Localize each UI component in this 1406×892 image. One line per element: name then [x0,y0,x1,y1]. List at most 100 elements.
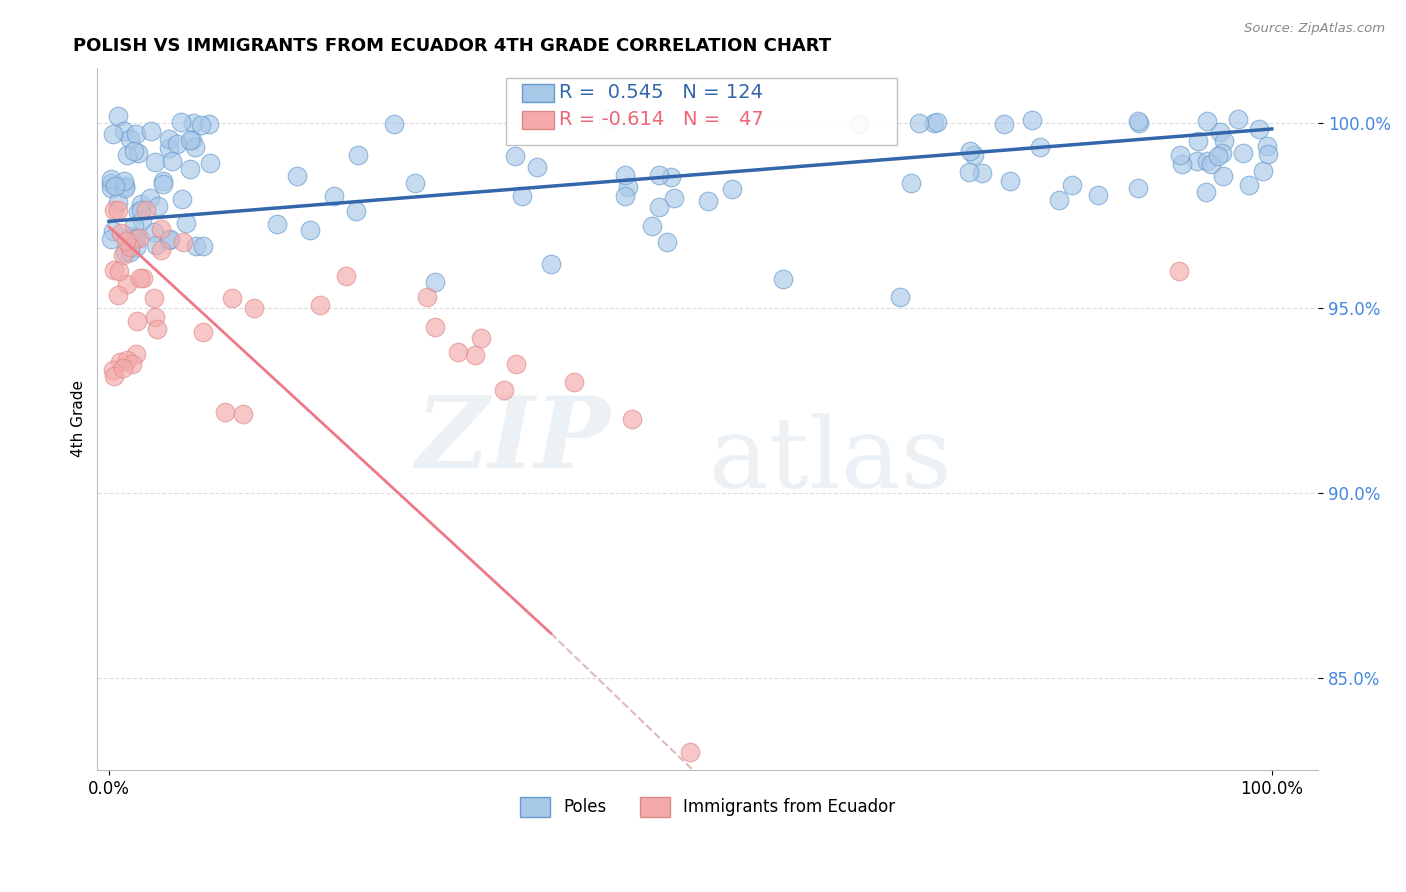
Point [110,227,132,241]
Point [152,177,174,191]
Text: R = -0.614   N =   47: R = -0.614 N = 47 [558,110,763,128]
Point [1021,112,1043,127]
Point [1126,180,1149,194]
Point [107,287,129,301]
Point [648,168,671,182]
Text: POLISH VS IMMIGRANTS FROM ECUADOR 4TH GRADE CORRELATION CHART: POLISH VS IMMIGRANTS FROM ECUADOR 4TH GR… [73,37,831,55]
Point [232,408,254,422]
Point [1028,140,1050,154]
Point [184,139,207,153]
Point [184,239,207,253]
Point [180,133,202,147]
Point [470,331,492,345]
Point [143,154,166,169]
Point [1209,125,1232,139]
Point [191,239,214,253]
Point [120,229,142,244]
FancyBboxPatch shape [522,111,554,129]
Point [169,115,191,129]
Point [526,160,548,174]
Point [214,405,236,419]
Point [221,291,243,305]
Point [298,223,321,237]
Point [416,290,439,304]
Point [143,291,166,305]
Point [344,203,367,218]
Point [1212,169,1234,184]
Point [1257,146,1279,161]
Point [100,231,122,245]
Point [100,176,122,190]
Point [120,131,142,145]
Point [101,224,124,238]
Point [125,314,148,328]
Point [172,235,194,249]
Point [100,181,122,195]
Point [382,117,405,131]
Point [120,238,142,252]
Point [423,319,446,334]
Point [1187,154,1209,169]
Point [135,203,157,218]
Point [129,196,152,211]
Point [721,182,744,196]
Point [120,244,142,259]
Point [114,180,136,194]
Point [1195,113,1218,128]
Point [1249,122,1271,136]
Point [100,172,122,186]
Point [1167,264,1189,278]
Point [598,112,620,127]
Point [285,169,308,183]
Point [179,133,201,147]
Point [335,269,357,284]
Point [641,219,664,234]
FancyBboxPatch shape [506,78,897,145]
Point [129,271,152,285]
Point [1232,146,1254,161]
Point [621,412,644,426]
Point [1128,116,1150,130]
Point [889,290,911,304]
Point [112,124,135,138]
Text: ZIP: ZIP [415,392,610,488]
Point [115,353,138,368]
Point [131,271,153,285]
Point [562,375,585,389]
Point [266,217,288,231]
Point [179,162,201,177]
Point [129,202,152,217]
Point [1168,147,1191,161]
Point [122,145,145,159]
Point [115,234,138,248]
Point [148,199,170,213]
Point [107,203,129,218]
Point [970,166,993,180]
Point [617,180,640,194]
Point [111,248,134,262]
Point [614,168,637,182]
Point [613,188,636,202]
Point [1047,194,1070,208]
Text: R =  0.545   N = 124: R = 0.545 N = 124 [558,83,763,102]
Point [322,189,344,203]
Point [900,176,922,190]
Point [159,232,181,246]
Point [1251,164,1274,178]
Point [993,116,1015,130]
Point [143,310,166,325]
Point [1187,134,1209,148]
Point [181,116,204,130]
Point [145,322,167,336]
Point [111,361,134,376]
Point [510,189,533,203]
Point [957,164,980,178]
Point [124,347,146,361]
Point [108,264,131,278]
Point [197,118,219,132]
Point [131,213,153,227]
Point [150,243,173,257]
Point [112,174,135,188]
Point [166,137,188,152]
Point [908,116,931,130]
